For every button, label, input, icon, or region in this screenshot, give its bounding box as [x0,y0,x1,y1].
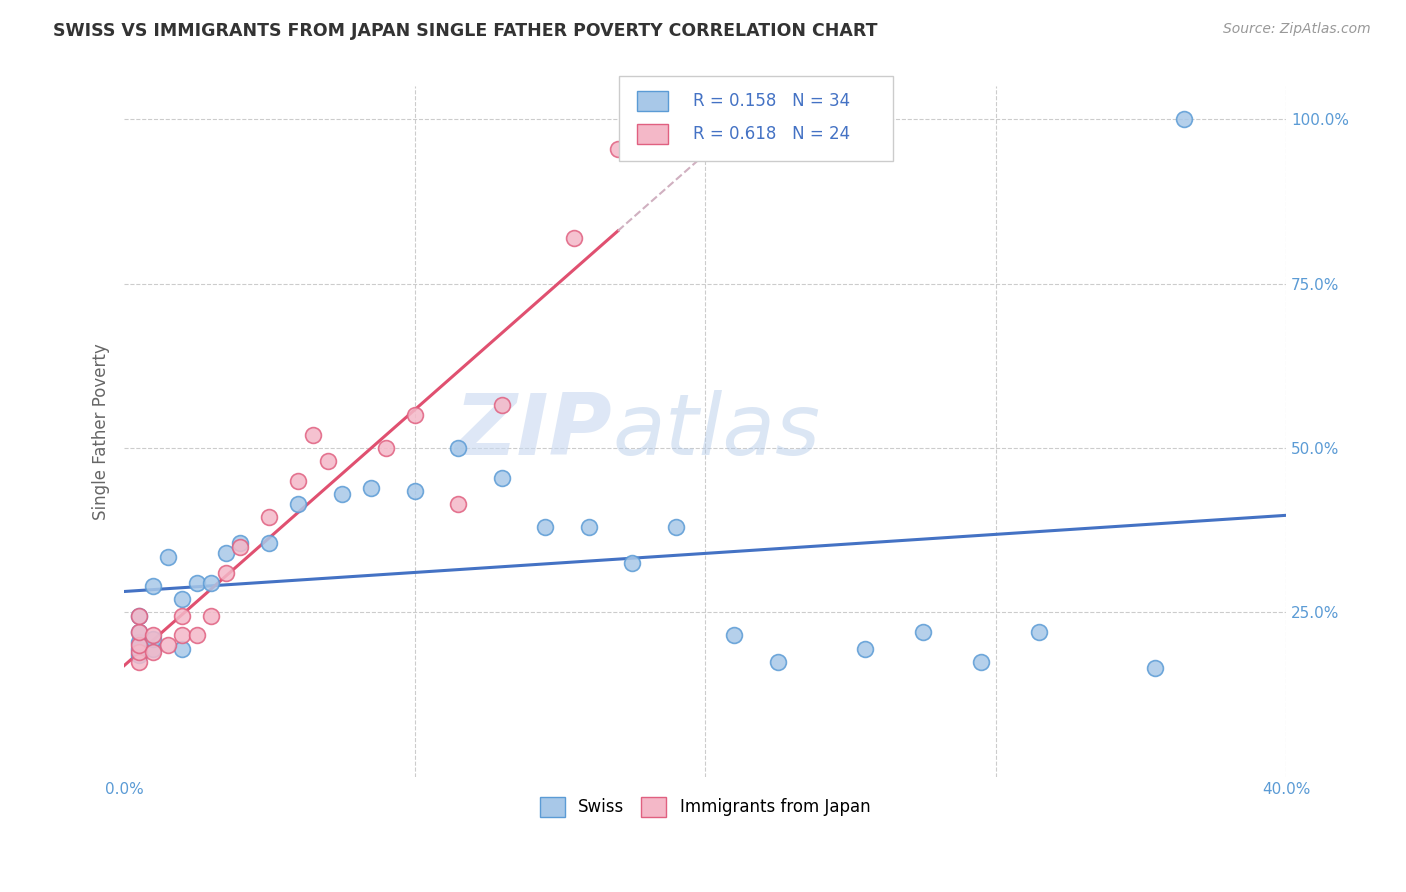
Point [128,655,150,669]
Point [287,497,309,511]
Point [200,608,222,623]
Point [186,628,208,642]
Text: R = 0.158   N = 34: R = 0.158 N = 34 [693,92,851,110]
Point [534,520,557,534]
Point [578,520,600,534]
Point [259,510,281,524]
Point [853,641,876,656]
Point [172,641,194,656]
Point [128,645,150,659]
Text: R = 0.618   N = 24: R = 0.618 N = 24 [693,125,851,143]
Point [404,408,426,422]
Text: Source: ZipAtlas.com: Source: ZipAtlas.com [1223,22,1371,37]
Point [156,549,179,564]
Point [302,428,325,442]
Point [766,655,789,669]
Point [316,454,339,468]
Point [374,441,396,455]
Point [621,556,644,570]
Point [142,641,165,656]
Point [911,625,934,640]
Point [172,608,194,623]
Point [172,628,194,642]
Point [128,625,150,640]
Point [287,474,309,488]
Point [142,628,165,642]
Point [215,546,238,560]
Point [128,635,150,649]
Point [491,470,513,484]
Point [128,638,150,652]
Point [447,497,470,511]
Point [172,592,194,607]
Point [1028,625,1050,640]
Point [229,540,252,554]
Point [128,608,150,623]
Y-axis label: Single Father Poverty: Single Father Poverty [93,343,110,520]
Point [186,575,208,590]
Point [404,483,426,498]
Point [200,575,222,590]
Point [330,487,353,501]
Point [1144,661,1167,675]
Point [142,632,165,646]
Point [970,655,993,669]
Point [128,608,150,623]
Point [128,625,150,640]
Point [447,441,470,455]
Point [142,579,165,593]
Point [229,536,252,550]
Point [128,648,150,663]
Point [128,641,150,656]
Legend: Swiss, Immigrants from Japan: Swiss, Immigrants from Japan [533,790,877,824]
Point [215,566,238,580]
Text: atlas: atlas [612,390,820,473]
Text: ZIP: ZIP [454,390,612,473]
Point [360,481,382,495]
Point [259,536,281,550]
Point [723,628,745,642]
Point [564,230,586,244]
Point [142,645,165,659]
Point [491,398,513,412]
Point [156,638,179,652]
Text: SWISS VS IMMIGRANTS FROM JAPAN SINGLE FATHER POVERTY CORRELATION CHART: SWISS VS IMMIGRANTS FROM JAPAN SINGLE FA… [53,22,877,40]
Point [607,142,630,156]
Point [1173,112,1195,127]
Point [665,520,688,534]
